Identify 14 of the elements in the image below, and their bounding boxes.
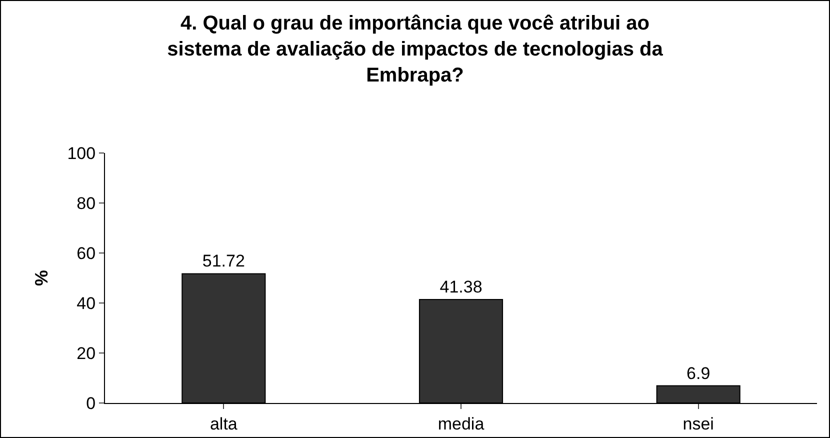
data-label: 51.72: [202, 252, 245, 271]
data-label: 6.9: [686, 364, 710, 383]
x-tick-label: alta: [210, 414, 238, 434]
y-tick-label: 0: [86, 394, 96, 413]
x-tick-label: nsei: [682, 414, 714, 434]
y-axis-title: %: [31, 270, 52, 286]
chart-title: 4. Qual o grau de importância que você atribui ao sistema de avaliação de impactos de tecnologias da Embrapa?: [167, 12, 664, 86]
y-tick-label: 80: [76, 194, 96, 213]
y-tick-label: 60: [76, 244, 96, 263]
data-label: 41.38: [440, 278, 482, 297]
y-tick-label: 100: [67, 144, 96, 163]
y-tick-label: 20: [76, 344, 96, 363]
y-tick-label: 40: [76, 294, 96, 313]
x-tick-label: media: [438, 414, 485, 434]
